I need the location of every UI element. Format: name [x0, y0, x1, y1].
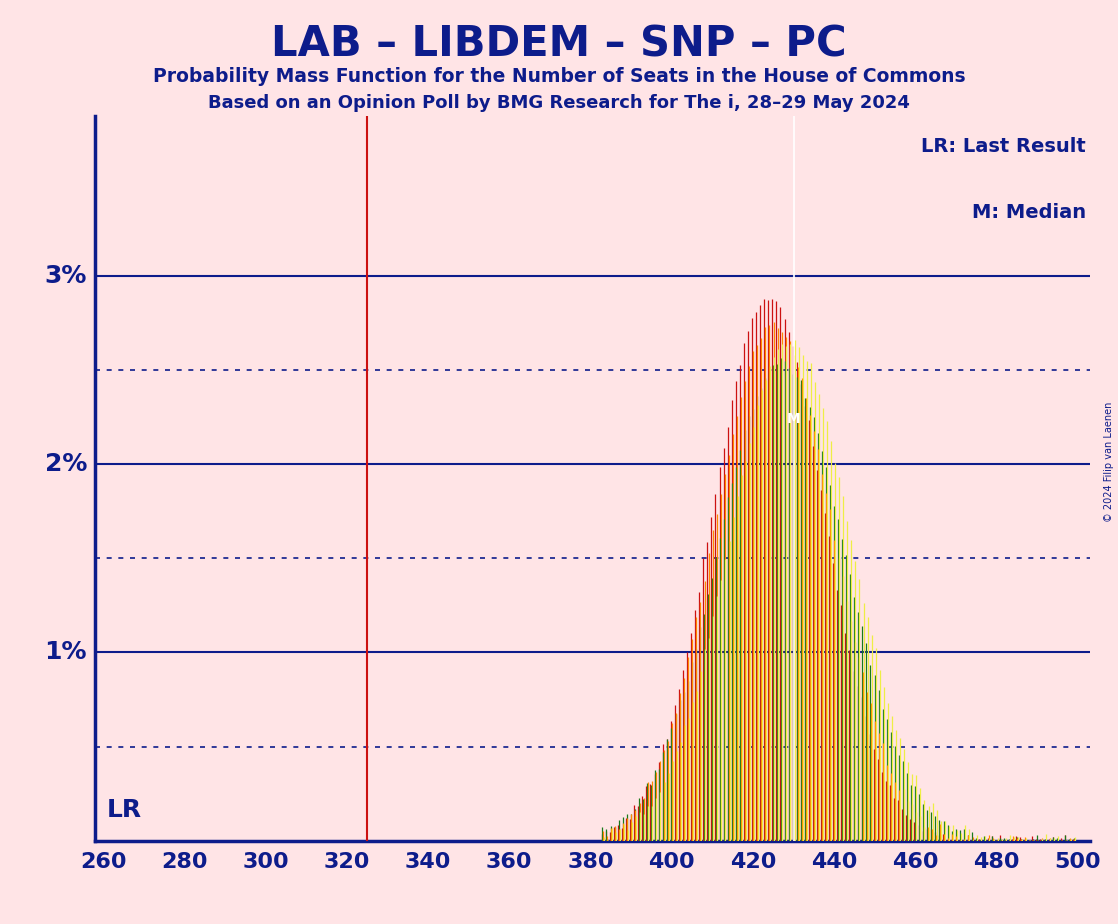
Text: Based on an Opinion Poll by BMG Research for The i, 28–29 May 2024: Based on an Opinion Poll by BMG Research…: [208, 94, 910, 112]
Text: 1%: 1%: [45, 640, 87, 664]
Text: M: M: [787, 412, 800, 426]
Text: LR: Last Result: LR: Last Result: [921, 138, 1086, 156]
Text: M: Median: M: Median: [972, 202, 1086, 222]
Text: Probability Mass Function for the Number of Seats in the House of Commons: Probability Mass Function for the Number…: [153, 67, 965, 86]
Text: © 2024 Filip van Laenen: © 2024 Filip van Laenen: [1105, 402, 1114, 522]
Text: 3%: 3%: [45, 263, 87, 287]
Text: LAB – LIBDEM – SNP – PC: LAB – LIBDEM – SNP – PC: [272, 23, 846, 65]
Text: LR: LR: [107, 798, 142, 822]
Text: 2%: 2%: [45, 452, 87, 476]
